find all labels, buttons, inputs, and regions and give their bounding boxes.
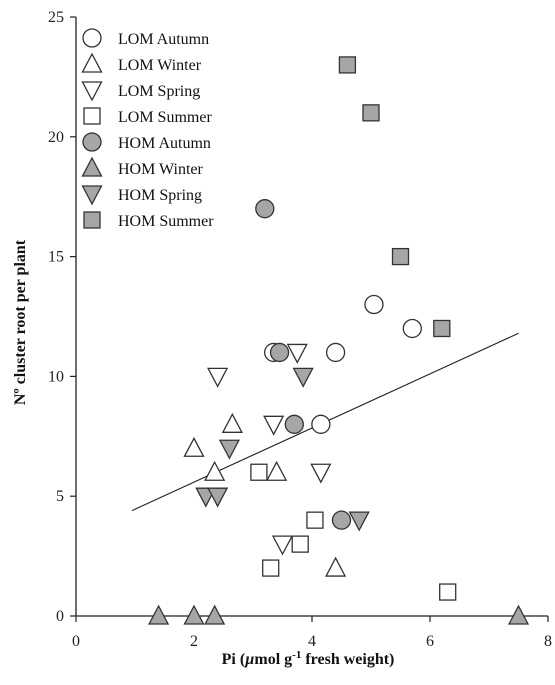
x-tick-label: 0	[72, 633, 80, 650]
data-point	[255, 199, 275, 219]
legend-label: LOM Autumn	[118, 31, 209, 48]
x-tick-label: 4	[308, 633, 316, 650]
legend-item: HOM Summer	[83, 211, 214, 230]
data-point	[263, 415, 285, 436]
data-point	[262, 559, 280, 577]
y-tick-label: 15	[48, 249, 64, 266]
legend-item: LOM Spring	[81, 81, 200, 102]
data-point	[269, 342, 290, 363]
series-hom-winter	[148, 604, 530, 625]
data-point	[204, 604, 226, 625]
legend-label: LOM Summer	[118, 109, 212, 126]
data-point	[331, 510, 352, 530]
data-point	[391, 247, 410, 266]
legend-label: LOM Spring	[118, 83, 200, 100]
data-point	[310, 463, 332, 484]
x-tick-label: 2	[190, 633, 198, 650]
data-point	[439, 583, 457, 601]
data-point	[507, 604, 530, 625]
data-point	[306, 511, 324, 529]
x-title-part: mol g	[254, 651, 292, 668]
data-point	[271, 535, 294, 556]
legend-label: HOM Winter	[118, 161, 204, 178]
series-lom-summer	[250, 463, 457, 601]
legend-item: HOM Autumn	[82, 132, 211, 152]
data-point	[311, 414, 331, 434]
y-tick-label: 20	[48, 129, 64, 146]
data-point	[148, 604, 170, 625]
y-tick-label: 10	[48, 368, 64, 385]
y-tick-label: 0	[56, 608, 64, 625]
series-lom-winter	[183, 412, 347, 577]
data-point	[266, 460, 288, 481]
data-point	[183, 604, 205, 625]
data-point	[204, 460, 226, 481]
series-hom-spring	[195, 367, 370, 532]
series-hom-autumn	[255, 199, 352, 530]
legend-marker	[82, 28, 102, 48]
y-tick-label: 5	[56, 488, 64, 505]
data-point	[292, 367, 314, 388]
data-point	[364, 294, 384, 315]
data-points	[148, 56, 530, 625]
x-tick-label: 6	[426, 633, 434, 650]
x-title-part: fresh weight)	[301, 651, 394, 668]
x-tick-label: 8	[544, 633, 552, 650]
data-point	[291, 535, 309, 553]
x-title-part: -1	[292, 649, 301, 661]
y-tick-label: 25	[48, 9, 64, 26]
data-point	[207, 367, 229, 388]
data-point	[362, 104, 380, 122]
legend-marker	[81, 156, 103, 177]
legend-marker	[82, 132, 102, 152]
legend-label: LOM Winter	[118, 57, 202, 74]
data-point	[325, 556, 347, 577]
legend-item: LOM Winter	[81, 52, 202, 74]
legend-item: HOM Winter	[81, 156, 204, 178]
series-lom-spring	[207, 343, 332, 556]
data-point	[207, 487, 229, 508]
axes: 0 5 10 15 20 25 0 2 4 6 8	[48, 9, 552, 650]
data-point	[325, 342, 346, 363]
y-axis-title: Nº cluster root per plant	[12, 239, 29, 405]
data-point	[402, 318, 422, 339]
legend-label: HOM Autumn	[118, 135, 211, 152]
data-point	[338, 56, 357, 74]
x-title-part: µ	[244, 651, 254, 668]
legend-label: HOM Spring	[118, 187, 202, 204]
legend-marker	[83, 211, 101, 229]
legend-item: LOM Autumn	[82, 28, 209, 48]
data-point	[433, 319, 451, 338]
legend-marker	[81, 185, 103, 206]
data-point	[286, 343, 308, 364]
data-point	[221, 412, 243, 433]
legend-marker	[81, 52, 103, 73]
legend-marker	[83, 107, 101, 125]
x-title-part: Pi (	[222, 651, 246, 668]
data-point	[250, 463, 268, 481]
data-point	[218, 439, 240, 460]
legend-item: HOM Spring	[81, 185, 202, 206]
series-hom-summer	[338, 56, 451, 338]
data-point	[348, 511, 370, 532]
x-axis-title: Pi (µmol g-1 fresh weight)	[222, 649, 395, 668]
legend-label: HOM Summer	[118, 213, 214, 230]
data-point	[284, 414, 304, 434]
series-lom-autumn	[263, 294, 422, 434]
data-point	[183, 436, 205, 457]
legend-item: LOM Summer	[83, 107, 212, 126]
legend: LOM Autumn LOM Winter LOM Spring LOM Summer…	[81, 28, 214, 230]
legend-marker	[81, 81, 103, 102]
